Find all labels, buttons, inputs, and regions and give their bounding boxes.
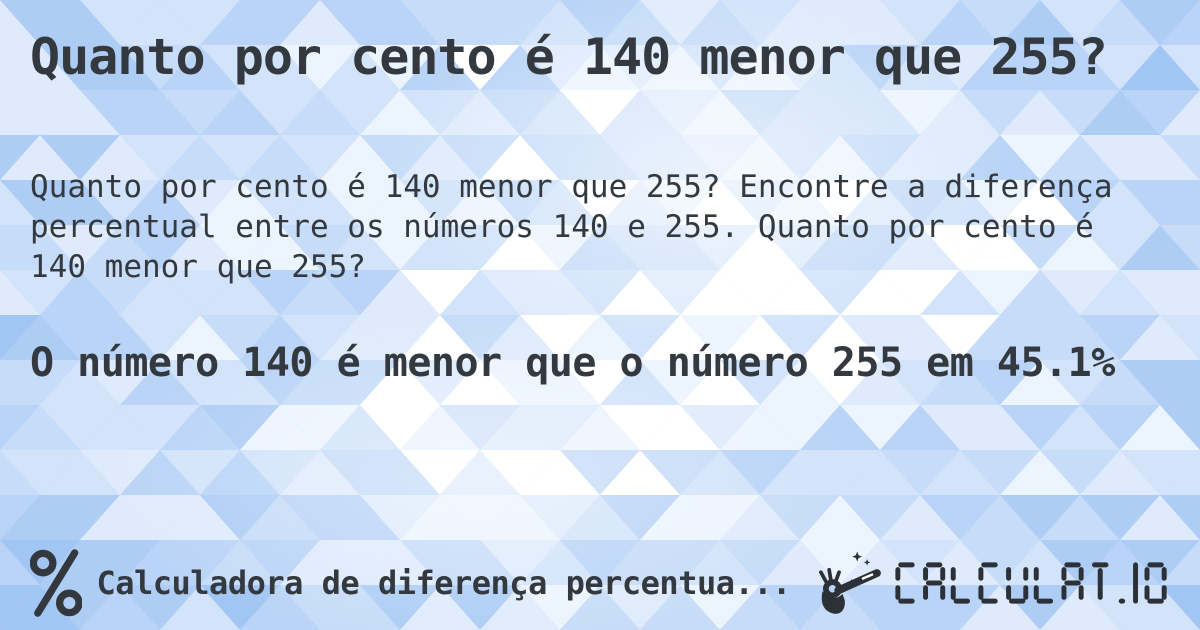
- description-text: Quanto por cento é 140 menor que 255? En…: [30, 169, 1113, 285]
- logo-wordmark-segments: [895, 562, 1167, 604]
- calculator-category-label: Calculadora de diferença percentua...: [96, 564, 791, 602]
- page-title: Quanto por cento é 140 menor que 255?: [30, 28, 1108, 86]
- footer: Calculadora de diferença percentua...: [30, 543, 1172, 623]
- calculatio-logo: [811, 550, 1172, 616]
- percent-icon: [30, 549, 83, 617]
- hand-magic-wand-icon: [811, 550, 887, 616]
- answer-text: O número 140 é menor que o número 255 em…: [30, 340, 1115, 386]
